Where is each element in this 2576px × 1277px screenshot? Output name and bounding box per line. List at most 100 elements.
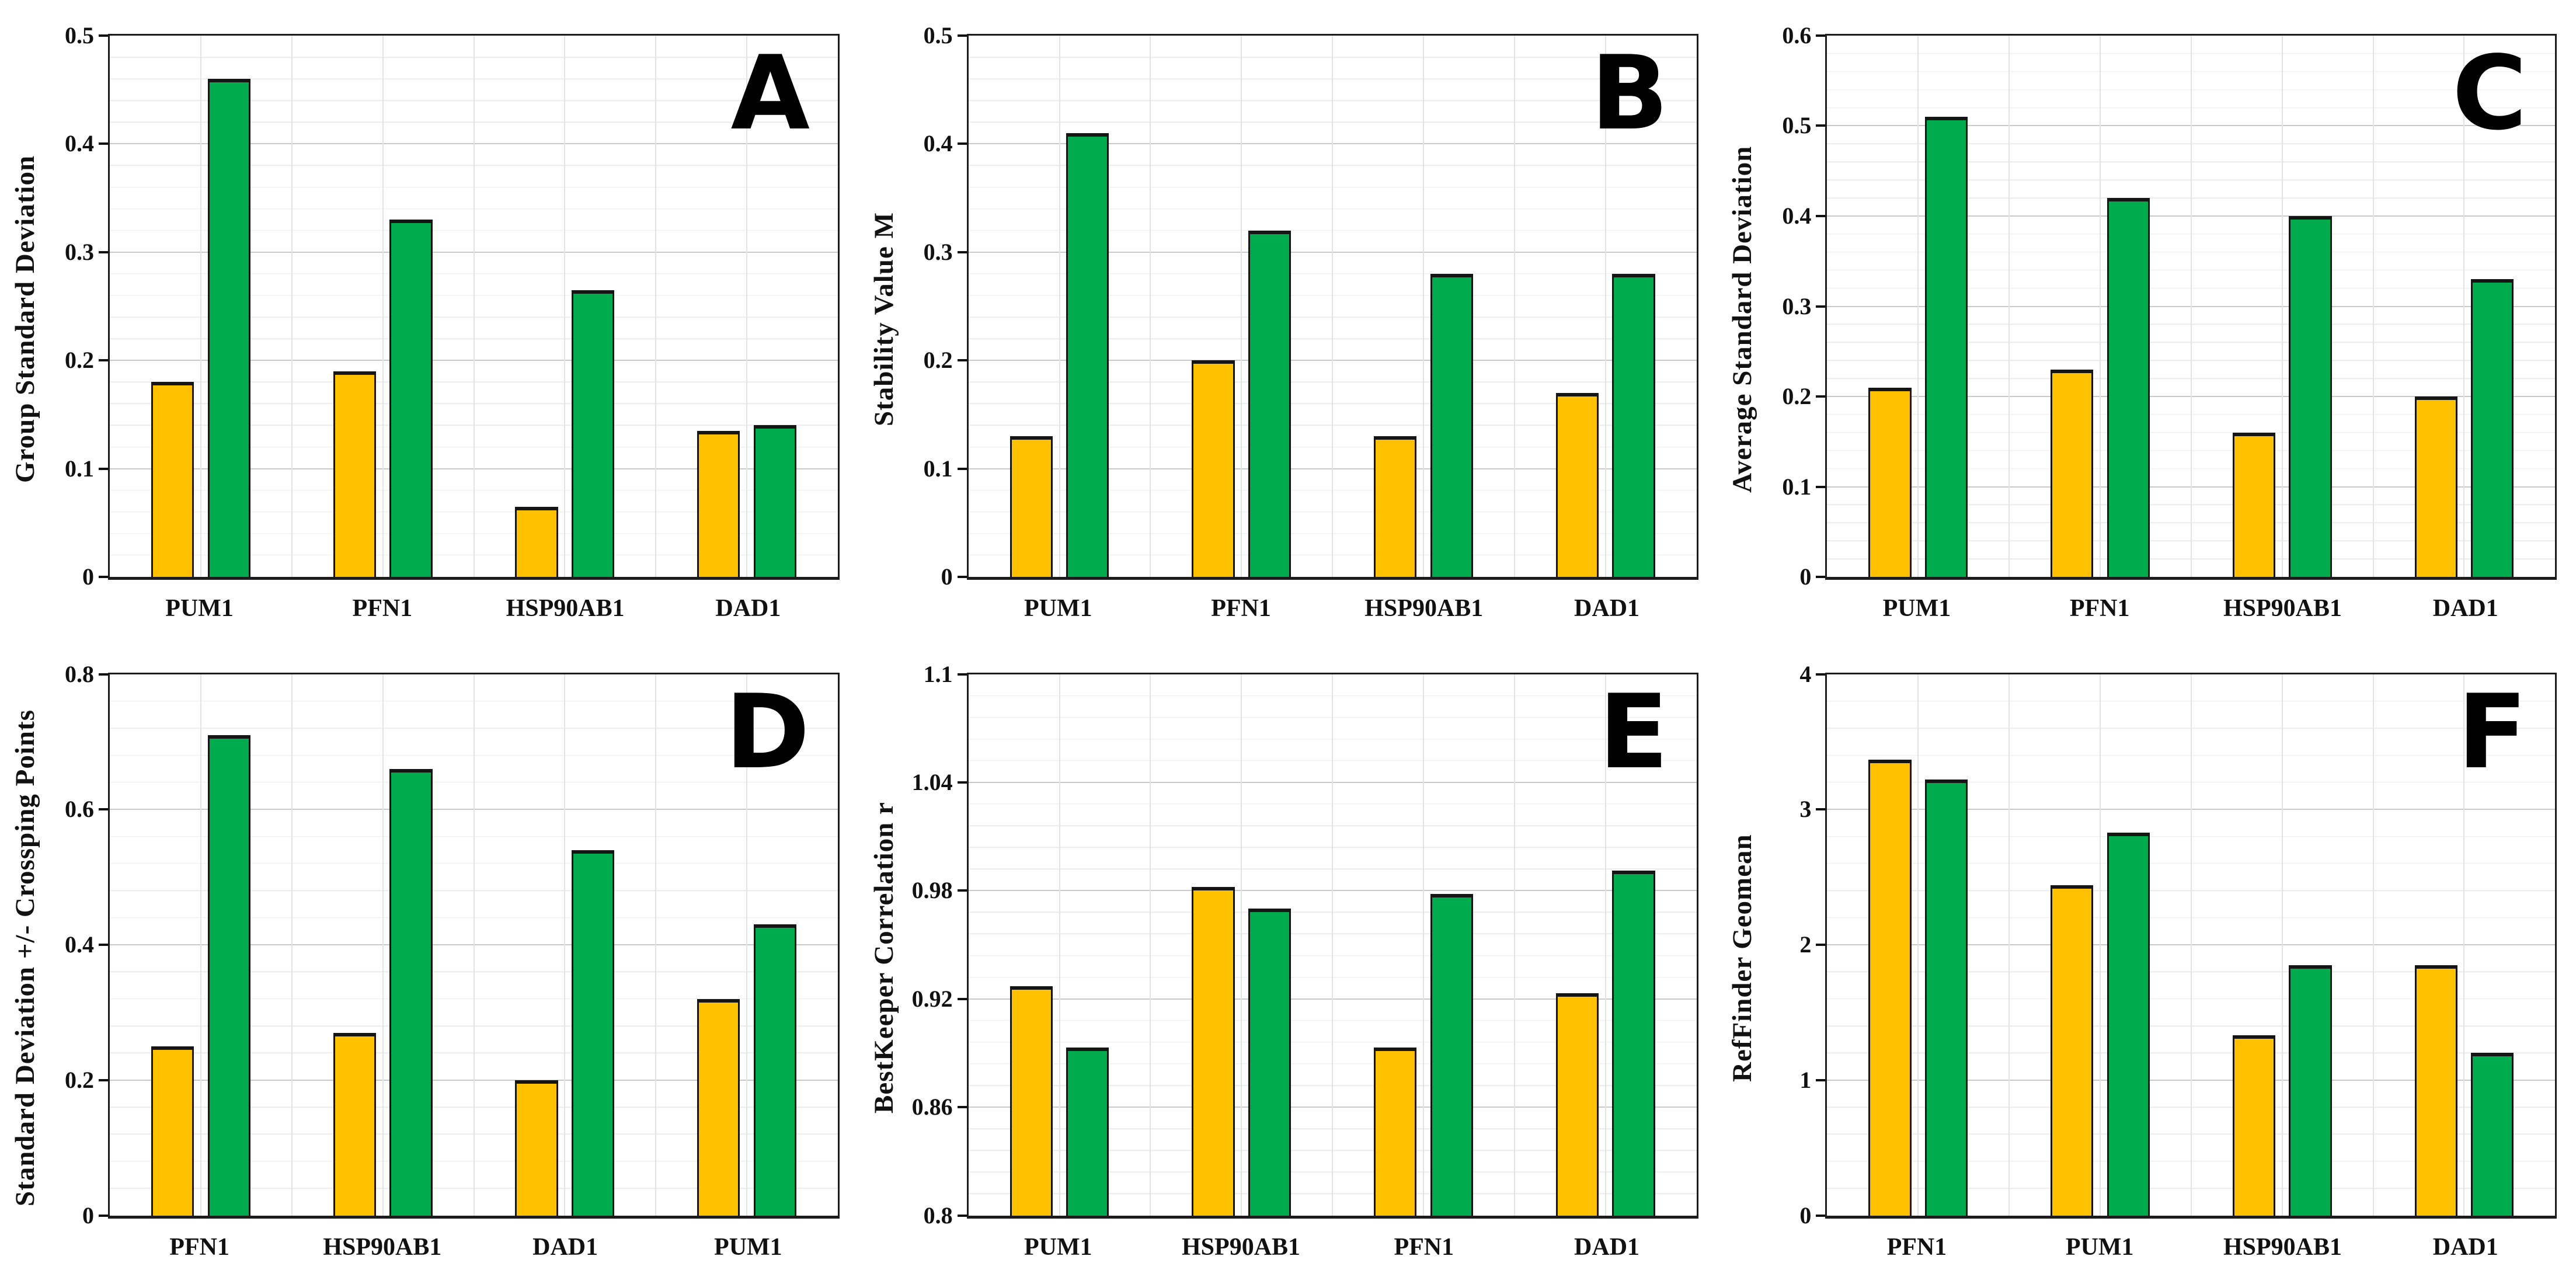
bar-orange-pfn1 xyxy=(333,371,376,577)
y-axis-tick-label: 0.6 xyxy=(1782,22,1812,48)
vertical-gridline xyxy=(382,36,384,577)
vertical-gridline xyxy=(1059,674,1060,1216)
y-axis-tick xyxy=(1816,1214,1826,1217)
y-axis-tick xyxy=(99,359,108,362)
y-axis-tick xyxy=(957,142,967,145)
y-axis-tick-label: 0.92 xyxy=(911,985,953,1012)
bar-orange-dad1 xyxy=(697,430,740,577)
x-category-label-pfn1: PFN1 xyxy=(1886,1233,1947,1261)
y-axis-tick-label: 0.4 xyxy=(923,130,953,157)
bar-orange-dad1 xyxy=(515,1080,558,1216)
vertical-gridline xyxy=(1604,674,1606,1216)
x-category-label-dad1: DAD1 xyxy=(1574,1233,1640,1261)
y-axis-tick-label: 0.8 xyxy=(923,1202,953,1229)
x-category-label-pum1: PUM1 xyxy=(1024,595,1092,622)
panel-letter-b: B xyxy=(1590,34,1669,153)
vertical-gridline xyxy=(1059,36,1060,577)
y-axis-tick xyxy=(1816,305,1826,308)
vertical-gridline xyxy=(2281,674,2283,1216)
bar-orange-hsp90ab1 xyxy=(333,1032,376,1216)
bar-green-pum1 xyxy=(207,79,250,577)
bar-orange-pfn1 xyxy=(1192,360,1235,577)
x-axis-category-labels: PUM1 PFN1 HSP90AB1 DAD1 xyxy=(1825,589,2557,628)
y-axis-tick xyxy=(99,34,108,37)
y-axis-tick-label: 0 xyxy=(82,1202,94,1229)
y-axis-tick-label: 0.2 xyxy=(923,347,953,374)
vertical-gridline xyxy=(655,674,657,1216)
x-category-label-hsp90ab1: HSP90AB1 xyxy=(1182,1233,1301,1261)
bar-orange-hsp90ab1 xyxy=(1192,887,1235,1216)
vertical-gridline xyxy=(564,674,566,1216)
panel-letter-f: F xyxy=(2457,673,2528,792)
x-category-label-pfn1: PFN1 xyxy=(169,1233,229,1261)
x-category-label-dad1: DAD1 xyxy=(2432,1233,2498,1261)
vertical-gridline xyxy=(473,674,475,1216)
bar-green-pum1 xyxy=(1924,117,1968,577)
y-axis-tick xyxy=(1816,576,1826,578)
y-axis-tick xyxy=(1816,485,1826,488)
y-axis-tick xyxy=(957,997,967,1000)
bar-green-hsp90ab1 xyxy=(1248,909,1292,1216)
bar-green-hsp90ab1 xyxy=(572,290,615,577)
bar-green-pfn1 xyxy=(2107,198,2150,577)
y-axis-tick-label: 0 xyxy=(82,563,94,590)
y-axis-tick-label: 0 xyxy=(1799,563,1812,590)
vertical-gridline xyxy=(2463,674,2465,1216)
plot-area: 0 1 2 3 4 F xyxy=(1799,662,2557,1227)
y-axis-tick-label: 0.6 xyxy=(65,796,94,823)
x-category-label-hsp90ab1: HSP90AB1 xyxy=(2223,595,2342,622)
vertical-gridline xyxy=(1423,674,1425,1216)
bar-green-dad1 xyxy=(753,425,797,577)
plot-area: 0.8 0.86 0.92 0.98 1.04 1.1 E xyxy=(912,662,1698,1227)
vertical-gridline xyxy=(382,674,384,1216)
vertical-gridline xyxy=(1241,674,1242,1216)
y-axis-tick xyxy=(99,1214,108,1217)
y-axis-tick xyxy=(99,467,108,470)
x-axis-category-labels: PUM1 HSP90AB1 PFN1 DAD1 xyxy=(967,1228,1698,1266)
y-axis-tick-label: 0.1 xyxy=(923,455,953,482)
x-category-label-pum1: PUM1 xyxy=(2065,1233,2134,1261)
x-category-label-hsp90ab1: HSP90AB1 xyxy=(506,595,625,622)
y-axis-tick-label: 0.2 xyxy=(65,347,94,374)
bar-green-hsp90ab1 xyxy=(2289,965,2332,1216)
y-axis-tick-label: 4 xyxy=(1799,660,1812,687)
vertical-gridline xyxy=(1604,36,1606,577)
y-axis-tick-label: 0.2 xyxy=(1782,382,1812,409)
bar-green-pfn1 xyxy=(1924,780,1968,1216)
vertical-gridline xyxy=(746,674,748,1216)
vertical-gridline xyxy=(1513,674,1515,1216)
bar-green-pum1 xyxy=(2107,832,2150,1216)
y-axis-tick-label: 0.98 xyxy=(911,877,953,904)
bar-orange-hsp90ab1 xyxy=(515,506,558,577)
vertical-gridline xyxy=(291,674,293,1216)
y-axis-title: Standard Deviation +/- Crossping Points xyxy=(10,709,40,1206)
y-axis-tick xyxy=(957,467,967,470)
bar-orange-hsp90ab1 xyxy=(1374,436,1417,577)
y-axis-tick xyxy=(957,250,967,253)
bar-orange-dad1 xyxy=(2414,965,2457,1216)
x-axis-category-labels: PFN1 PUM1 HSP90AB1 DAD1 xyxy=(1825,1228,2557,1266)
bar-green-hsp90ab1 xyxy=(389,768,433,1216)
y-axis-tick-label: 0.1 xyxy=(65,455,94,482)
y-axis-tick xyxy=(99,576,108,578)
y-axis-tick xyxy=(1816,1078,1826,1081)
y-axis-tick xyxy=(1816,944,1826,946)
y-axis-tick xyxy=(957,673,967,676)
x-category-label-pfn1: PFN1 xyxy=(352,595,413,622)
y-axis-tick-label: 0.4 xyxy=(1782,202,1812,229)
bar-orange-pfn1 xyxy=(151,1046,194,1216)
y-axis-tick xyxy=(957,889,967,892)
x-axis-category-labels: PUM1 PFN1 HSP90AB1 DAD1 xyxy=(108,589,840,628)
y-axis-tick xyxy=(99,142,108,145)
chart-panel-a: Group Standard Deviation 0 0.1 0.2 0.3 0.4 0.5… xyxy=(0,0,858,638)
x-category-label-hsp90ab1: HSP90AB1 xyxy=(323,1233,442,1261)
y-axis-tick xyxy=(957,359,967,362)
y-axis-tick-label: 0 xyxy=(1799,1202,1812,1229)
bar-green-hsp90ab1 xyxy=(2289,216,2332,577)
vertical-gridline xyxy=(2008,36,2010,577)
vertical-gridline xyxy=(2372,674,2374,1216)
bar-orange-pfn1 xyxy=(1374,1048,1417,1216)
panel-letter-d: D xyxy=(725,673,810,792)
vertical-gridline xyxy=(1917,36,1919,577)
bar-green-pum1 xyxy=(1066,133,1109,577)
